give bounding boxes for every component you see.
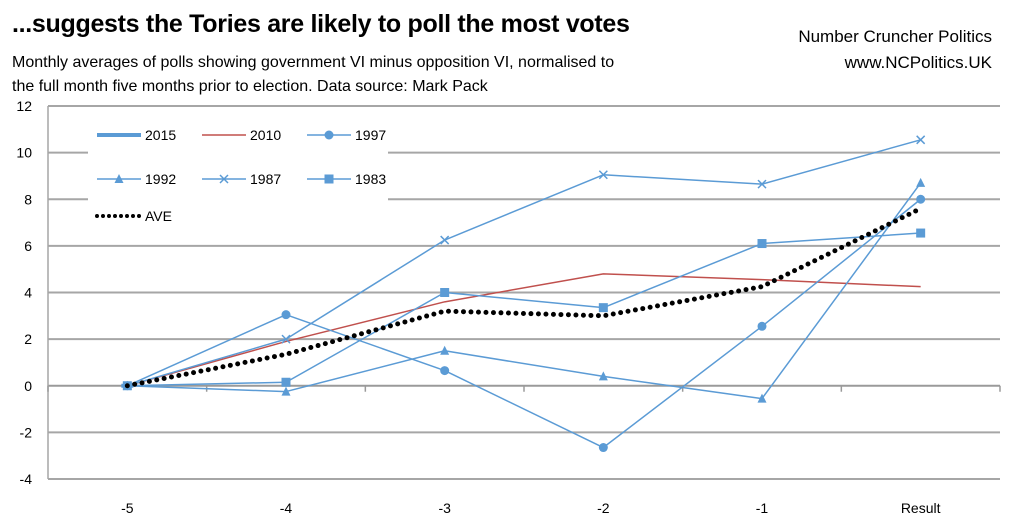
- y-tick-label: 0: [24, 378, 32, 394]
- legend-item-ave: AVE: [95, 208, 172, 224]
- data-point: [916, 177, 926, 187]
- x-tick-label: -5: [121, 500, 134, 516]
- series-1997: [122, 194, 926, 453]
- series-2010: [127, 273, 921, 387]
- data-point: [281, 377, 291, 387]
- x-tick-label: Result: [901, 500, 941, 516]
- data-point: [598, 170, 608, 180]
- legend-marker: [324, 174, 334, 184]
- data-point: [281, 310, 291, 320]
- series-line: [127, 273, 921, 387]
- series-1983: [122, 228, 926, 391]
- x-tick-label: -3: [438, 500, 451, 516]
- brand-url: www.NCPolitics.UK: [844, 53, 992, 72]
- legend-item-1987: 1987: [202, 171, 281, 187]
- x-tick-label: -1: [756, 500, 769, 516]
- data-point: [757, 179, 767, 189]
- y-tick-label: 4: [24, 285, 32, 301]
- series-ave: [124, 206, 924, 389]
- series-line: [124, 206, 924, 389]
- y-tick-label: 10: [16, 145, 32, 161]
- y-tick-label: 8: [24, 191, 32, 207]
- legend-item-1997: 1997: [307, 127, 386, 143]
- legend-label: AVE: [145, 208, 172, 224]
- data-point: [598, 371, 608, 381]
- legend-label: 1992: [145, 171, 176, 187]
- legend-item-2010: 2010: [202, 127, 281, 143]
- x-tick-label: -4: [280, 500, 293, 516]
- series-line: [127, 232, 921, 387]
- data-point: [757, 393, 767, 403]
- data-point: [281, 386, 291, 396]
- legend-label: 1983: [355, 171, 386, 187]
- data-point: [440, 366, 450, 376]
- chart-title: ...suggests the Tories are likely to pol…: [12, 10, 630, 38]
- legend-label: 1987: [250, 171, 281, 187]
- y-tick-label: 12: [16, 98, 32, 114]
- series-line: [127, 198, 922, 449]
- data-point: [598, 303, 608, 313]
- brand-name: Number Cruncher Politics: [798, 27, 992, 46]
- legend-label: 1997: [355, 127, 386, 143]
- y-tick-label: -4: [20, 471, 33, 487]
- data-point: [440, 288, 450, 297]
- subtitle-line-1: Monthly averages of polls showing govern…: [12, 54, 615, 71]
- x-tick-label: -2: [597, 500, 610, 516]
- y-tick-label: -2: [20, 424, 33, 440]
- legend-label: 2015: [145, 127, 176, 143]
- data-point: [916, 228, 926, 238]
- data-point: [757, 321, 767, 331]
- y-tick-label: 2: [24, 331, 32, 347]
- legend-label: 2010: [250, 127, 281, 143]
- data-point: [916, 135, 926, 145]
- data-point: [598, 443, 608, 453]
- series-line: [127, 139, 921, 387]
- legend-item-1992: 1992: [97, 171, 176, 187]
- legend-background: [88, 120, 388, 230]
- subtitle-line-2: the full month five months prior to elec…: [12, 78, 488, 95]
- data-point: [281, 334, 291, 344]
- y-tick-label: 6: [24, 238, 32, 254]
- data-point: [757, 239, 767, 249]
- legend-item-2015: 2015: [97, 127, 176, 143]
- legend-marker: [114, 174, 124, 183]
- chart-subtitle: Monthly averages of polls showing govern…: [12, 51, 772, 99]
- data-point: [916, 194, 926, 204]
- data-point: [440, 345, 450, 355]
- legend-item-1983: 1983: [307, 171, 386, 187]
- legend-marker: [324, 130, 334, 140]
- brand: Number Cruncher Politics www.NCPolitics.…: [798, 24, 992, 76]
- data-point: [440, 235, 450, 245]
- legend-marker: [219, 174, 229, 184]
- series-line: [127, 182, 922, 400]
